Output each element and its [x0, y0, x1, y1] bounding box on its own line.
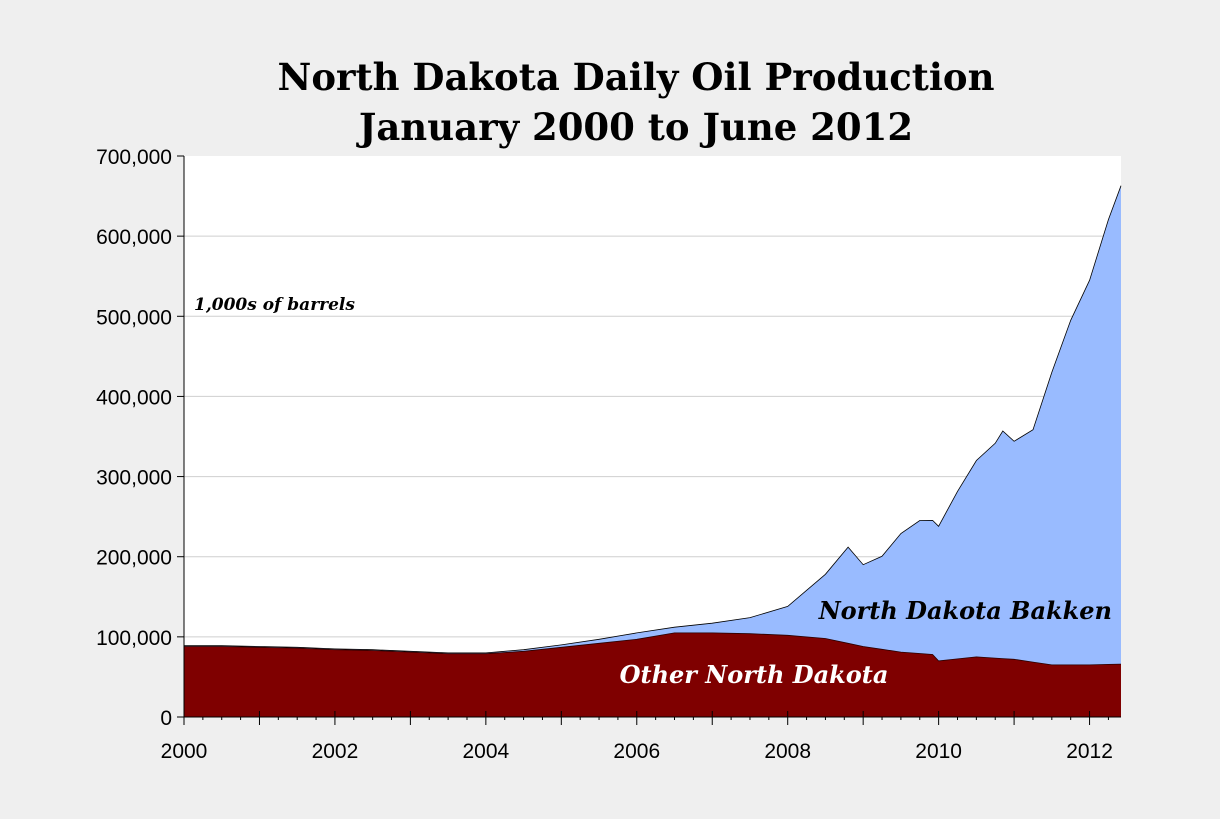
y-tick-label: 200,000 — [96, 547, 172, 570]
y-axis-ticks: 0 100,000 200,000 300,000 400,000 500,000 600,… — [96, 146, 184, 730]
units-note: 1,000s of barrels — [194, 295, 355, 315]
chart-areas — [184, 185, 1122, 717]
series-label-other: Other North Dakota — [620, 660, 889, 689]
chart-title-line2: January 2000 to June 2012 — [358, 105, 914, 149]
chart-title-line1: North Dakota Daily Oil Production — [277, 55, 995, 99]
y-tick-label: 400,000 — [96, 386, 172, 409]
line-bakken-top — [184, 185, 1122, 654]
line-other-top — [184, 632, 1122, 666]
y-tick-label: 0 — [160, 707, 172, 730]
y-tick-label: 500,000 — [96, 306, 172, 329]
y-tick-label: 300,000 — [96, 467, 172, 490]
y-tick-label: 700,000 — [96, 146, 172, 169]
x-tick-label: 2000 — [161, 740, 208, 763]
y-tick-label: 600,000 — [96, 226, 172, 249]
y-tick-label: 100,000 — [96, 627, 172, 650]
x-tick-label: 2008 — [764, 740, 811, 763]
x-tick-label: 2006 — [613, 740, 660, 763]
area-bakken — [184, 185, 1121, 665]
area-other — [184, 632, 1121, 717]
x-tick-label: 2002 — [312, 740, 359, 763]
chart-title: North Dakota Daily Oil Production Januar… — [0, 52, 1220, 152]
x-axis-ticks: 2000 2002 2004 2006 2008 2010 2012 — [161, 711, 1113, 763]
chart-axes — [183, 156, 1121, 718]
series-label-bakken: North Dakota Bakken — [818, 596, 1112, 625]
x-tick-label: 2012 — [1066, 740, 1113, 763]
x-tick-label: 2010 — [915, 740, 962, 763]
x-tick-label: 2004 — [462, 740, 509, 763]
